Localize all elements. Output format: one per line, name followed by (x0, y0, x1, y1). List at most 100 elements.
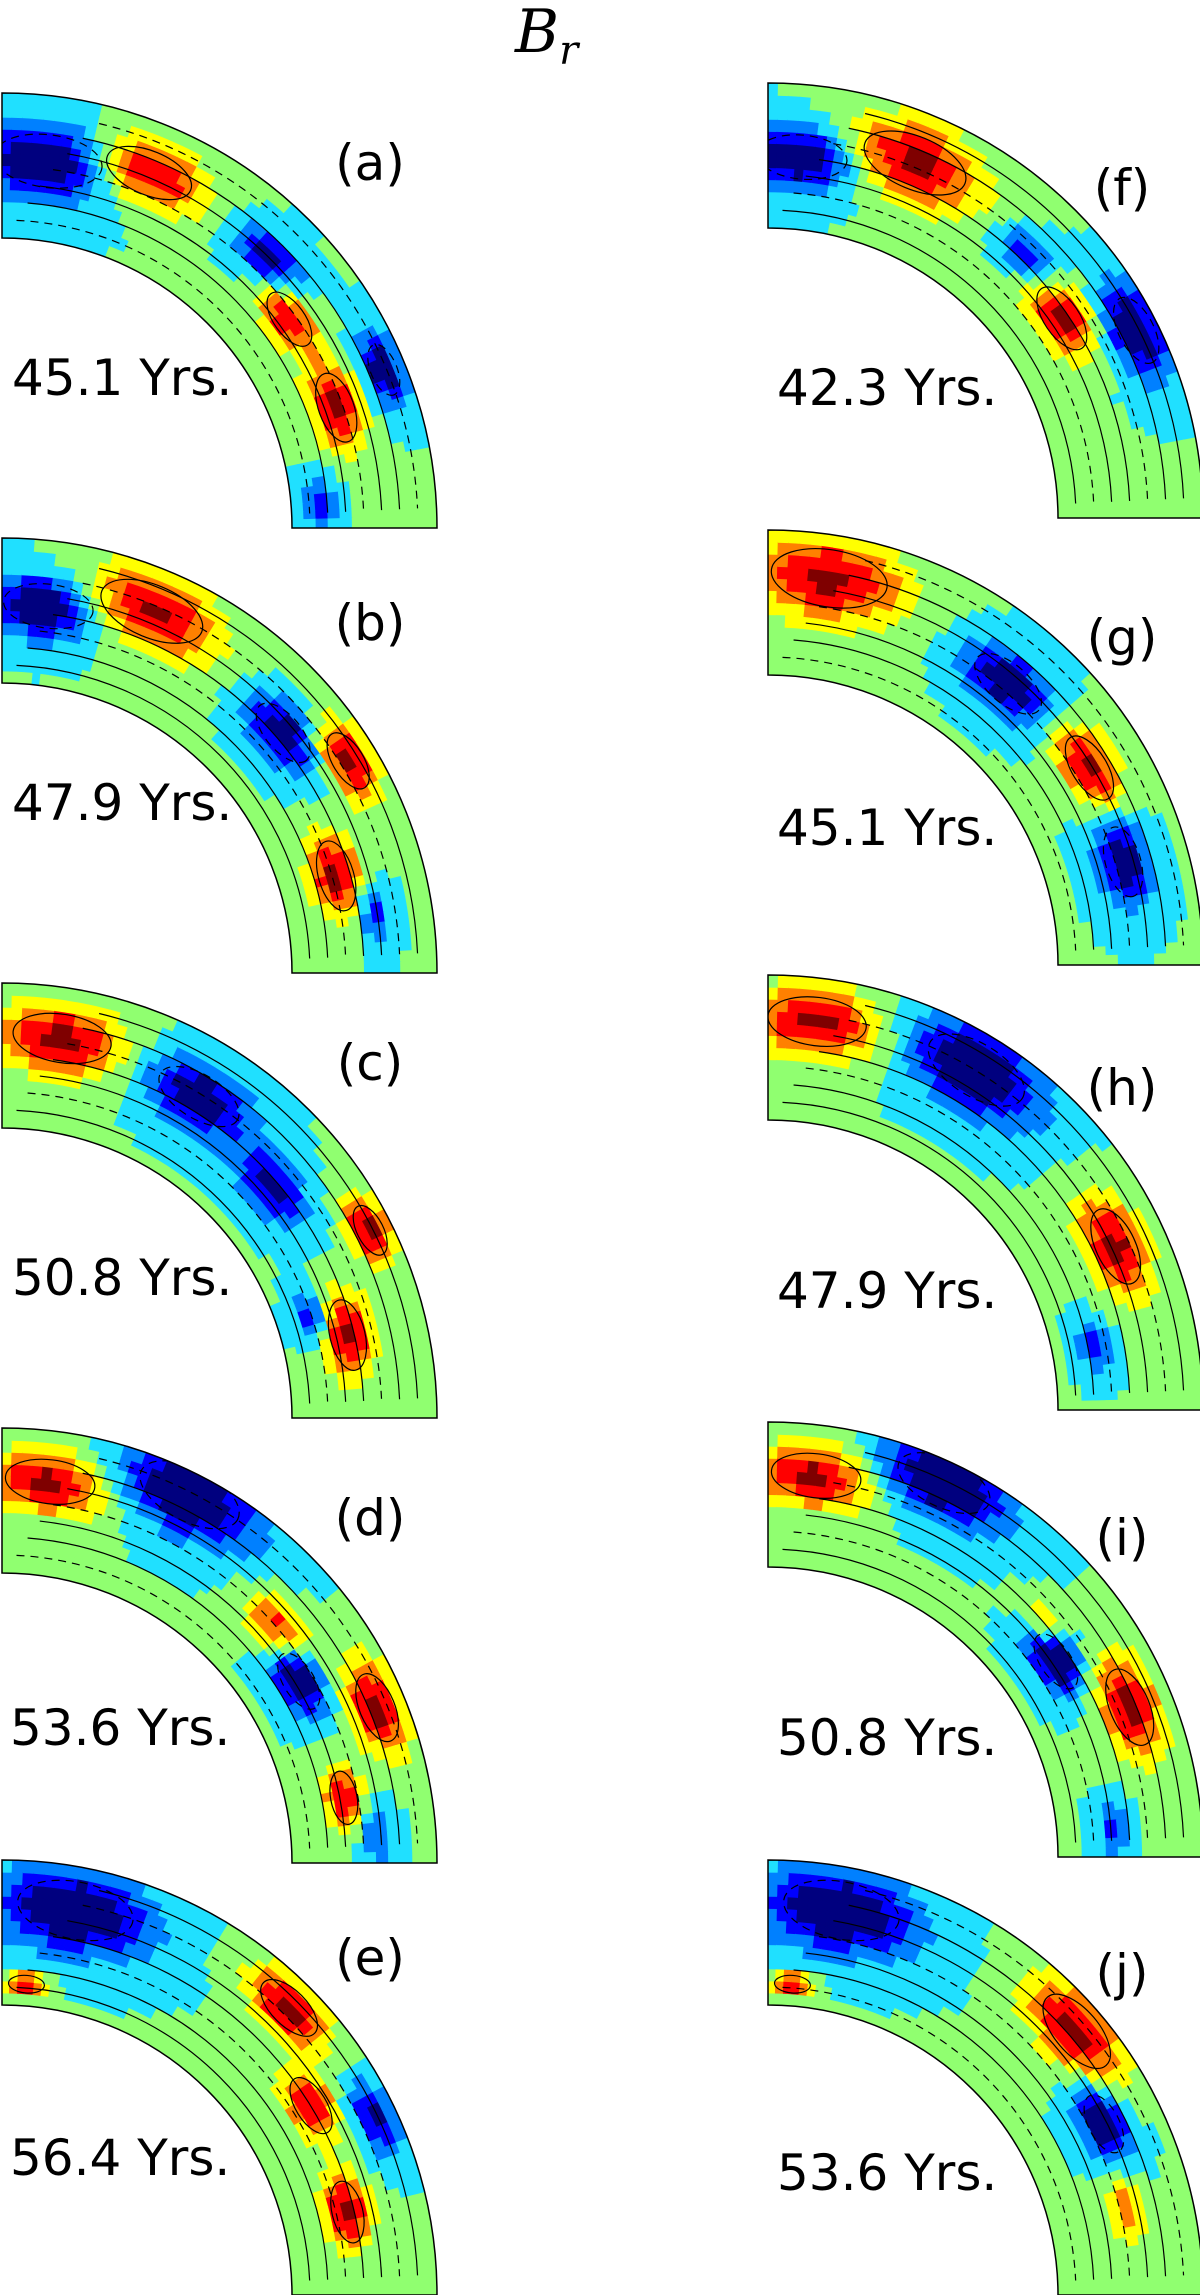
panel-time-label: 47.9 Yrs. (12, 774, 232, 832)
panel: (i) 50.8 Yrs. (767, 1421, 1200, 1858)
field-line (818, 1051, 1131, 1393)
field-line (805, 1514, 1113, 1841)
field-map (768, 975, 1200, 1410)
contour-loop (863, 130, 967, 196)
contour-loop (1064, 735, 1115, 801)
field-line (848, 1904, 1167, 2277)
contour-loop (768, 134, 848, 181)
contour-loop (139, 1460, 240, 1530)
field-line (848, 574, 1167, 947)
field-map (2, 1860, 437, 2295)
panel-time-label: 56.4 Yrs. (10, 2129, 230, 2187)
panel-label: (b) (335, 594, 406, 652)
shell-outline (1, 982, 438, 1419)
contour-loop (927, 1033, 1026, 1107)
shell-outline (767, 82, 1200, 519)
panel: (c) 50.8 Yrs. (1, 982, 438, 1419)
field-line (16, 664, 311, 959)
contour-loop (355, 1673, 400, 1743)
panel: (h) 47.9 Yrs. (767, 974, 1200, 1411)
shell-outline (767, 974, 1200, 1411)
figure-title: Br (514, 0, 581, 74)
field-line (818, 1936, 1131, 2278)
contour-loop (329, 1770, 359, 1826)
contour-loop (1083, 2094, 1125, 2154)
panels-group: (a) 45.1 Yrs. (b) 47.9 Yrs. (c) 50.8 Yrs. (d) 5… (1, 82, 1200, 2295)
field-line (52, 1504, 365, 1846)
contour-loop (106, 145, 193, 201)
contour-loop (260, 1978, 319, 2037)
field-line (67, 1920, 383, 2278)
contour-loop (1036, 286, 1088, 351)
contour-loop (1042, 1993, 1111, 2070)
field-line (52, 614, 365, 956)
shell-outline (767, 1421, 1200, 1858)
field-line (793, 1084, 1095, 1395)
field-line (818, 159, 1131, 501)
field-line (864, 112, 1185, 499)
panel: (e) 56.4 Yrs. (1, 1859, 438, 2295)
field-line (793, 1969, 1095, 2280)
shell-outline (1, 1427, 438, 1864)
field-line (98, 1889, 419, 2276)
field-line (864, 1004, 1185, 1391)
panel-label: (f) (1094, 159, 1151, 217)
panel-label: (a) (335, 134, 405, 192)
panel-time-label: 45.1 Yrs. (777, 799, 997, 857)
field-line (98, 1012, 419, 1399)
figure-title-subscript: r (559, 28, 581, 74)
figure-title-main: B (514, 0, 559, 67)
contour-loop (1112, 296, 1160, 365)
field-map (2, 93, 437, 528)
field-line (82, 1472, 401, 1845)
contour-loop (327, 1299, 368, 1371)
contour-loop (367, 343, 401, 396)
field-line (864, 1889, 1185, 2276)
field-line (27, 647, 329, 958)
field-line (848, 127, 1167, 500)
field-line (67, 1043, 383, 1401)
field-line (833, 1920, 1149, 2278)
field-map (768, 530, 1200, 965)
field-map (2, 983, 437, 1418)
field-map (768, 1860, 1200, 2295)
field-line (27, 1537, 329, 1848)
field-line (782, 1986, 1077, 2281)
field-line (833, 1035, 1149, 1393)
field-line (82, 1027, 401, 1400)
field-line (818, 1498, 1131, 1840)
field-line (818, 606, 1131, 948)
field-line (16, 1986, 311, 2281)
field-line (848, 1019, 1167, 1392)
field-line (39, 185, 347, 512)
contour-loop (4, 1458, 96, 1505)
panel-label: (c) (337, 1034, 404, 1092)
contour-loop (315, 840, 357, 912)
shell-outline (1, 92, 438, 529)
contour-loop (100, 578, 204, 644)
field-map (768, 83, 1200, 518)
contour-loop (277, 1652, 321, 1710)
field-line (805, 622, 1113, 949)
panel-time-label: 42.3 Yrs. (777, 359, 997, 417)
panel: (b) 47.9 Yrs. (1, 537, 438, 974)
field-line (82, 582, 401, 955)
shell-outline (767, 1859, 1200, 2295)
panel-time-label: 53.6 Yrs. (10, 1699, 230, 1757)
field-line (39, 1075, 347, 1402)
contour-loop (783, 1879, 900, 1942)
panel-time-label: 50.8 Yrs. (777, 1709, 997, 1767)
contour-loop (17, 1879, 134, 1942)
contour-loop (326, 732, 370, 790)
panel: (g) 45.1 Yrs. (767, 529, 1200, 966)
contour-loop (1105, 1668, 1155, 1746)
field-line (16, 219, 311, 514)
field-line (864, 1451, 1185, 1838)
field-line (27, 1969, 329, 2280)
panel-label: (e) (335, 1929, 405, 1987)
contour-loop (7, 1974, 46, 1994)
field-line (27, 202, 329, 513)
field-line (67, 153, 383, 511)
field-line (805, 175, 1113, 502)
